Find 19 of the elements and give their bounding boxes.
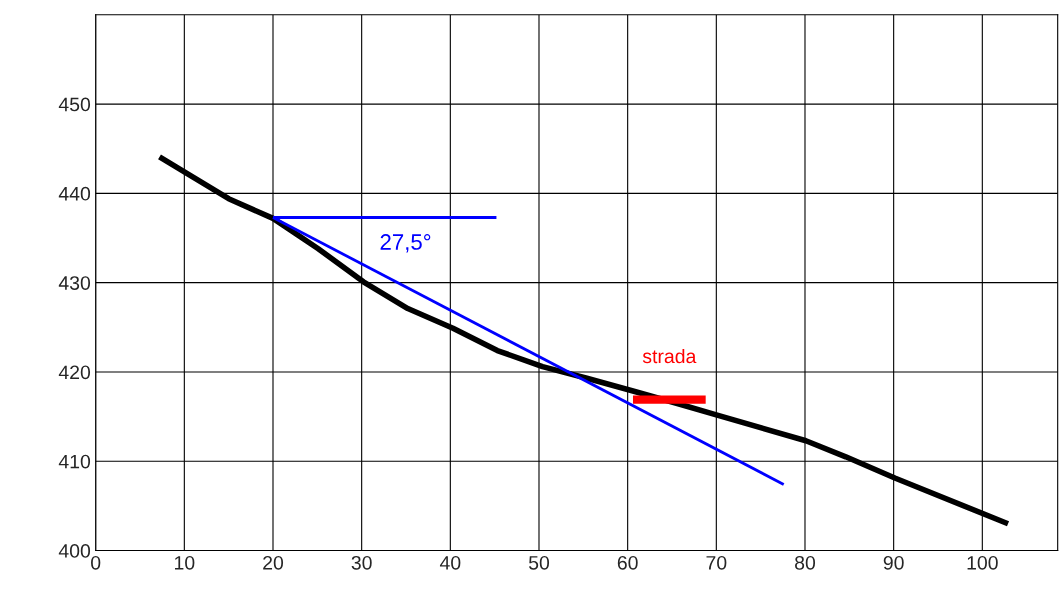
x-tick-label: 50 [528,555,550,570]
x-tick-label: 90 [883,555,904,570]
x-tick-label: 40 [439,555,461,570]
y-tick-label: 400 [58,544,91,558]
x-tick-label: 60 [617,555,638,570]
y-tick-label: 450 [58,97,91,112]
x-tick-label: 70 [706,555,727,570]
annotation: 27,5° [380,234,431,253]
x-tick-label: 30 [351,555,372,570]
y-tick-label: 430 [58,276,91,290]
y-tick-label: 420 [58,365,91,380]
y-tick-label: 410 [58,454,91,469]
annotation: strada [642,348,697,364]
x-tick-label: 100 [967,555,998,570]
y-tick-label: 440 [58,186,91,201]
x-tick-label: 10 [175,555,195,570]
x-tick-label: 0 [91,555,101,570]
x-tick-label: 80 [795,555,816,570]
x-tick-label: 20 [263,555,284,570]
